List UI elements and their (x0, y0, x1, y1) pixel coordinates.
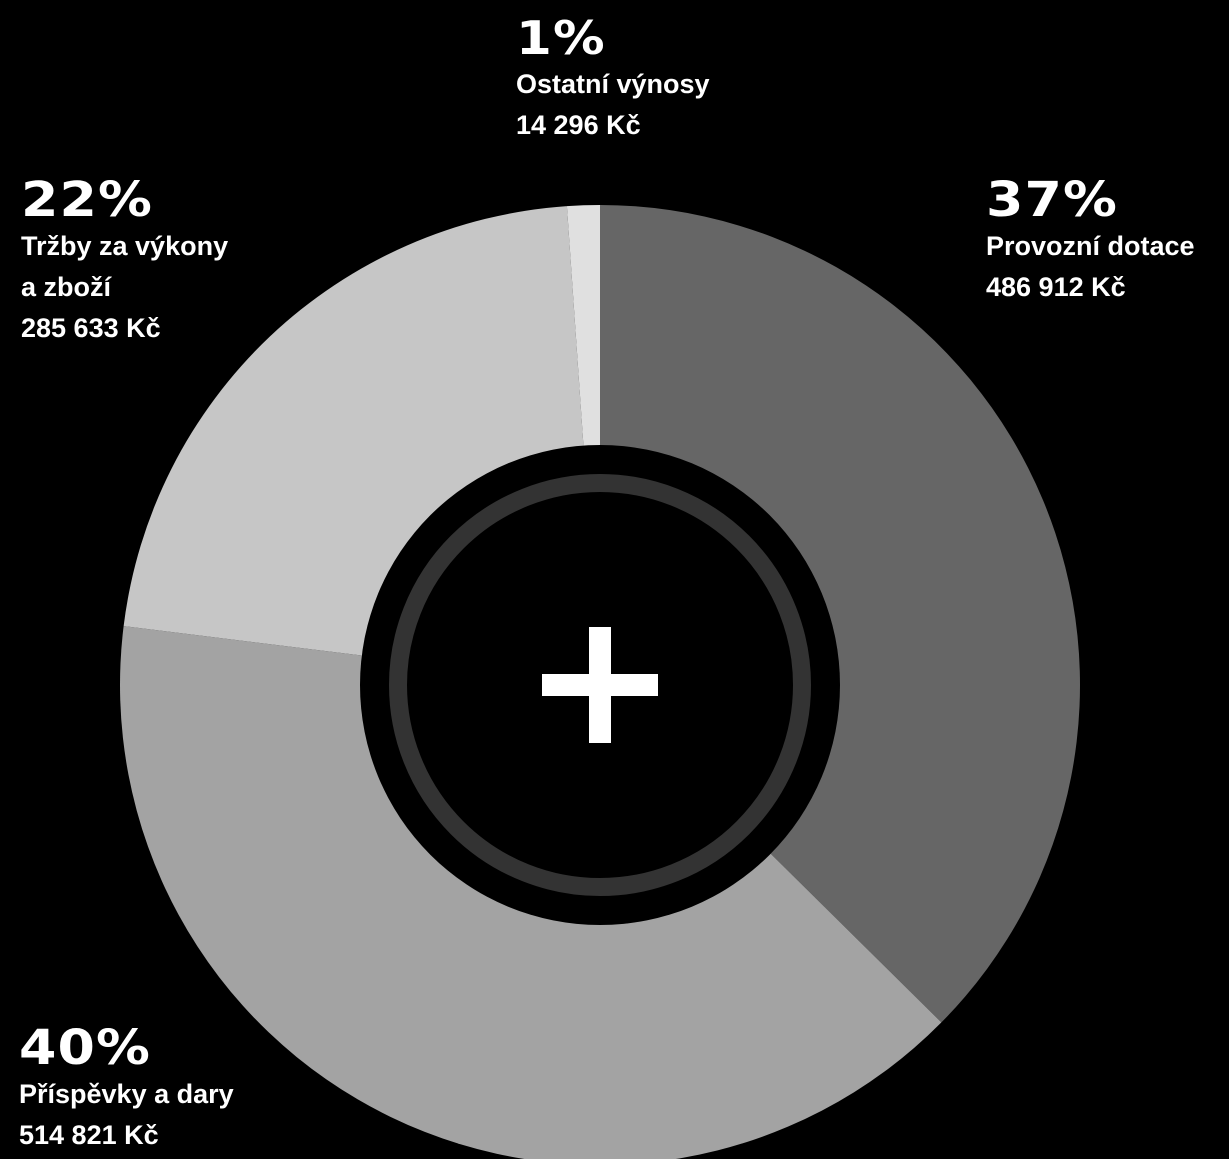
slice-percent: 37% (986, 172, 1119, 228)
pie-slice-0 (600, 205, 1080, 1023)
slice-label-provozni-dotace: 37% Provozní dotace 486 912 Kč (986, 174, 1195, 308)
slice-amount: 486 912 Kč (986, 272, 1126, 302)
slice-amount: 514 821 Kč (19, 1120, 159, 1150)
plus-icon[interactable] (542, 627, 658, 743)
slice-label-trzby: 22% Tržby za výkony a zboží 285 633 Kč (21, 174, 228, 349)
slice-label-prispevky-a-dary: 40% Příspěvky a dary 514 821 Kč (19, 1022, 234, 1156)
slice-name: Ostatní výnosy (516, 69, 710, 99)
slice-label-ostatni-vynosy: 1% Ostatní výnosy 14 296 Kč (516, 12, 710, 146)
center-ring (389, 474, 811, 896)
slice-percent: 40% (19, 1020, 152, 1076)
slice-name: Příspěvky a dary (19, 1079, 234, 1109)
slice-name: Tržby za výkony a zboží (21, 231, 229, 302)
slice-name: Provozní dotace (986, 231, 1195, 261)
slice-percent: 1% (516, 11, 606, 65)
slice-amount: 285 633 Kč (21, 313, 161, 343)
slice-percent: 22% (21, 172, 154, 228)
slice-amount: 14 296 Kč (516, 110, 641, 140)
